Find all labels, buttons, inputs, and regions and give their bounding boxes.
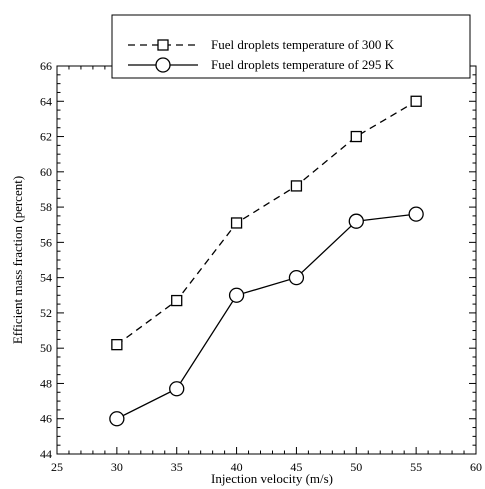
y-tick-label: 54 (40, 271, 52, 285)
series-layer (109, 95, 424, 427)
y-tick-label: 44 (40, 447, 52, 461)
square-data-point (230, 217, 243, 229)
square-data-point (171, 294, 183, 307)
y-tick-label: 46 (40, 412, 52, 426)
circle-data-point (408, 206, 424, 222)
circle-data-point (288, 269, 305, 286)
legend: Fuel droplets temperature of 300 K Fuel … (111, 14, 471, 79)
x-tick-label: 30 (111, 460, 123, 474)
circle-data-point (348, 213, 364, 229)
x-tick-label: 25 (51, 460, 63, 474)
circle-data-point (109, 411, 125, 427)
legend-box (111, 14, 471, 79)
circle-data-point (228, 287, 245, 303)
legend-label-295k: Fuel droplets temperature of 295 K (211, 57, 395, 72)
square-data-point (290, 180, 303, 192)
legend-marker-square (157, 39, 169, 51)
y-tick-label: 64 (40, 94, 52, 108)
axis-ticks (56, 65, 477, 455)
axis-tick-labels: 25 30 35 40 45 50 55 60 44 46 48 50 52 54 56 58 60 62 64 66 (40, 59, 482, 474)
circle-data-point (169, 381, 185, 397)
legend-marker-circle (155, 57, 171, 73)
y-tick-label: 52 (40, 306, 52, 320)
y-tick-label: 50 (40, 341, 52, 355)
series-line-2 (116, 213, 417, 420)
x-tick-label: 45 (290, 460, 302, 474)
x-tick-label: 50 (350, 460, 362, 474)
x-tick-label: 60 (470, 460, 482, 474)
square-data-point (410, 95, 422, 107)
y-tick-label: 66 (40, 59, 52, 73)
square-data-point (350, 130, 362, 143)
x-tick-label: 40 (231, 460, 243, 474)
y-tick-label: 48 (40, 376, 52, 390)
x-tick-label: 35 (171, 460, 183, 474)
series-line-1 (116, 100, 417, 346)
y-tick-label: 58 (40, 200, 52, 214)
y-tick-label: 62 (40, 130, 52, 144)
y-tick-label: 60 (40, 165, 52, 179)
x-axis-title: Injection velocity (m/s) (211, 471, 333, 486)
x-tick-label: 55 (410, 460, 422, 474)
y-tick-label: 56 (40, 235, 52, 249)
square-data-point (111, 339, 123, 351)
y-axis-title: Efficient mass fraction (percent) (10, 176, 25, 344)
legend-label-300k: Fuel droplets temperature of 300 K (211, 37, 395, 52)
